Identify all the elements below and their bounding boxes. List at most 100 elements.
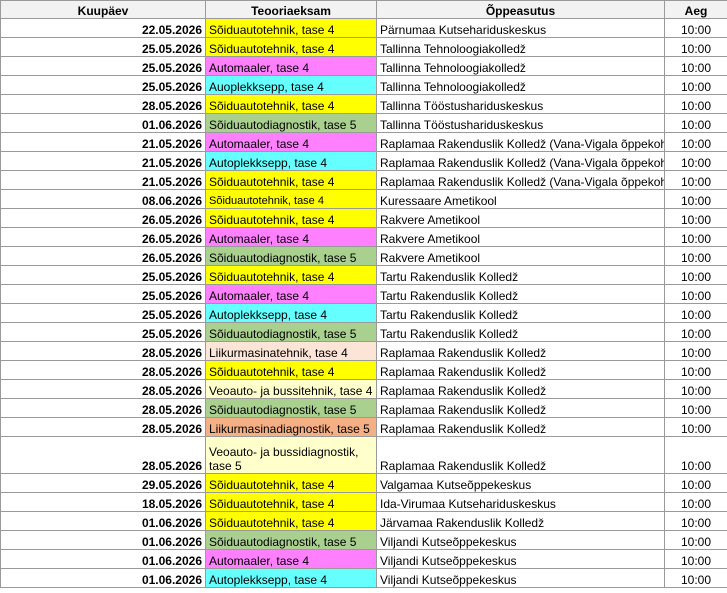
time-cell: 10:00 bbox=[664, 511, 727, 531]
table-row: 01.06.2026 Autoplekksepp, tase 4 Viljandi … bbox=[0, 568, 727, 588]
school-cell: Tallinna Tehnoloogiakolledž bbox=[376, 75, 665, 95]
table-row: 28.05.2026 Sõiduautodiagnostik, tase 5 Rap… bbox=[0, 398, 727, 418]
exam-cell: Sõiduautotehnik, tase 4 bbox=[205, 492, 377, 512]
exam-cell: Sõiduautodiagnostik, tase 5 bbox=[205, 113, 377, 133]
exam-cell: Autoplekksepp, tase 4 bbox=[205, 303, 377, 323]
time-cell: 10:00 bbox=[664, 284, 727, 304]
time-cell: 10:00 bbox=[664, 568, 727, 588]
date-cell: 28.05.2026 bbox=[0, 436, 206, 474]
table-row: 28.05.2026 Sõiduautotehnik, tase 4 Raplama… bbox=[0, 360, 727, 380]
date-cell: 25.05.2026 bbox=[0, 37, 206, 57]
exam-cell: Automaaler, tase 4 bbox=[205, 549, 377, 569]
school-cell: Kuressaare Ametikool bbox=[376, 189, 665, 209]
header-cell: Teooriaeksam bbox=[205, 0, 377, 19]
table-row: 18.05.2026 Sõiduautotehnik, tase 4 Ida-Vir… bbox=[0, 492, 727, 512]
table-row: 01.06.2026 Sõiduautodiagnostik, tase 5 Vil… bbox=[0, 530, 727, 550]
table-row: 22.05.2026 Sõiduautotehnik, tase 4 Pärnuma… bbox=[0, 18, 727, 38]
table-row: 21.05.2026 Autoplekksepp, tase 4 Raplamaa … bbox=[0, 151, 727, 171]
time-cell: 10:00 bbox=[664, 227, 727, 247]
date-cell: 01.06.2026 bbox=[0, 511, 206, 531]
table-row: 25.05.2026 Automaaler, tase 4 Tartu Rakend… bbox=[0, 284, 727, 304]
date-cell: 25.05.2026 bbox=[0, 75, 206, 95]
table-row: 25.05.2026 Sõiduautodiagnostik, tase 5 Tar… bbox=[0, 322, 727, 342]
table-row: 25.05.2026 Auoplekksepp, tase 4 Tallinna T… bbox=[0, 75, 727, 95]
school-cell: Rakvere Ametikool bbox=[376, 246, 665, 266]
school-cell: Tallinna Tööstushariduskeskus bbox=[376, 94, 665, 114]
date-cell: 18.05.2026 bbox=[0, 492, 206, 512]
date-cell: 26.05.2026 bbox=[0, 246, 206, 266]
time-cell: 10:00 bbox=[664, 303, 727, 323]
date-cell: 25.05.2026 bbox=[0, 322, 206, 342]
table-body: 22.05.2026 Sõiduautotehnik, tase 4 Pärnuma… bbox=[0, 18, 727, 588]
table-row: 08.06.2026 Sõiduautotehnik, tase 4 Kuressa… bbox=[0, 189, 727, 209]
school-cell: Raplamaa Rakenduslik Kolledž bbox=[376, 379, 665, 399]
school-cell: Tartu Rakenduslik Kolledž bbox=[376, 303, 665, 323]
exam-cell: Sõiduautodiagnostik, tase 5 bbox=[205, 530, 377, 550]
date-cell: 08.06.2026 bbox=[0, 189, 206, 209]
exam-cell: Sõiduautotehnik, tase 4 bbox=[205, 265, 377, 285]
date-cell: 29.05.2026 bbox=[0, 473, 206, 493]
time-cell: 10:00 bbox=[664, 75, 727, 95]
time-cell: 10:00 bbox=[664, 18, 727, 38]
table-row: 29.05.2026 Sõiduautotehnik, tase 4 Valgama… bbox=[0, 473, 727, 493]
date-cell: 28.05.2026 bbox=[0, 379, 206, 399]
school-cell: Tartu Rakenduslik Kolledž bbox=[376, 322, 665, 342]
exam-cell: Automaaler, tase 4 bbox=[205, 227, 377, 247]
school-cell: Tartu Rakenduslik Kolledž bbox=[376, 284, 665, 304]
exam-cell: Autoplekksepp, tase 4 bbox=[205, 151, 377, 171]
exam-cell: Sõiduautotehnik, tase 4 bbox=[205, 511, 377, 531]
table-row: 21.05.2026 Sõiduautotehnik, tase 4 Raplama… bbox=[0, 170, 727, 190]
school-cell: Raplamaa Rakenduslik Kolledž bbox=[376, 341, 665, 361]
table-row: 25.05.2026 Automaaler, tase 4 Tallinna Teh… bbox=[0, 56, 727, 76]
school-cell: Pärnumaa Kutsehariduskeskus bbox=[376, 18, 665, 38]
school-cell: Raplamaa Rakenduslik Kolledž bbox=[376, 436, 665, 474]
exam-cell: Veoauto- ja bussitehnik, tase 4 bbox=[205, 379, 377, 399]
header-cell: Õppeasutus bbox=[376, 0, 665, 19]
time-cell: 10:00 bbox=[664, 341, 727, 361]
exam-cell: Sõiduautotehnik, tase 4 bbox=[205, 37, 377, 57]
table-row: 28.05.2026 Veoauto- ja bussitehnik, tase … bbox=[0, 379, 727, 399]
table-row: 26.05.2026 Automaaler, tase 4 Rakvere Amet… bbox=[0, 227, 727, 247]
time-cell: 10:00 bbox=[664, 132, 727, 152]
exam-cell: Auoplekksepp, tase 4 bbox=[205, 75, 377, 95]
exam-cell: Sõiduautotehnik, tase 4 bbox=[205, 94, 377, 114]
school-cell: Raplamaa Rakenduslik Kolledž bbox=[376, 360, 665, 380]
table-row: 28.05.2026 Liikurmasinadiagnostik, tase 5… bbox=[0, 417, 727, 437]
exam-cell: Sõiduautotehnik, tase 4 bbox=[205, 189, 377, 209]
table-row: 01.06.2026 Sõiduautodiagnostik, tase 5 Tal… bbox=[0, 113, 727, 133]
time-cell: 10:00 bbox=[664, 436, 727, 474]
date-cell: 28.05.2026 bbox=[0, 398, 206, 418]
date-cell: 28.05.2026 bbox=[0, 341, 206, 361]
date-cell: 21.05.2026 bbox=[0, 170, 206, 190]
exam-cell: Automaaler, tase 4 bbox=[205, 132, 377, 152]
school-cell: Tallinna Tehnoloogiakolledž bbox=[376, 56, 665, 76]
time-cell: 10:00 bbox=[664, 379, 727, 399]
date-cell: 28.05.2026 bbox=[0, 360, 206, 380]
date-cell: 21.05.2026 bbox=[0, 132, 206, 152]
date-cell: 26.05.2026 bbox=[0, 208, 206, 228]
school-cell: Viljandi Kutseõppekeskus bbox=[376, 568, 665, 588]
time-cell: 10:00 bbox=[664, 492, 727, 512]
time-cell: 10:00 bbox=[664, 246, 727, 266]
school-cell: Raplamaa Rakenduslik Kolledž (Vana-Vigal… bbox=[376, 151, 665, 171]
date-cell: 25.05.2026 bbox=[0, 56, 206, 76]
school-cell: Ida-Virumaa Kutsehariduskeskus bbox=[376, 492, 665, 512]
time-cell: 10:00 bbox=[664, 94, 727, 114]
school-cell: Viljandi Kutseõppekeskus bbox=[376, 549, 665, 569]
exam-cell: Sõiduautotehnik, tase 4 bbox=[205, 360, 377, 380]
time-cell: 10:00 bbox=[664, 208, 727, 228]
table-row: 21.05.2026 Automaaler, tase 4 Raplamaa Rak… bbox=[0, 132, 727, 152]
table-row: 26.05.2026 Sõiduautotehnik, tase 4 Rakvere… bbox=[0, 208, 727, 228]
time-cell: 10:00 bbox=[664, 360, 727, 380]
date-cell: 21.05.2026 bbox=[0, 151, 206, 171]
table-row: 01.06.2026 Sõiduautotehnik, tase 4 Järvama… bbox=[0, 511, 727, 531]
exam-cell: Autoplekksepp, tase 4 bbox=[205, 568, 377, 588]
school-cell: Järvamaa Rakenduslik Kolledž bbox=[376, 511, 665, 531]
time-cell: 10:00 bbox=[664, 151, 727, 171]
time-cell: 10:00 bbox=[664, 189, 727, 209]
date-cell: 01.06.2026 bbox=[0, 549, 206, 569]
school-cell: Raplamaa Rakenduslik Kolledž bbox=[376, 417, 665, 437]
time-cell: 10:00 bbox=[664, 56, 727, 76]
